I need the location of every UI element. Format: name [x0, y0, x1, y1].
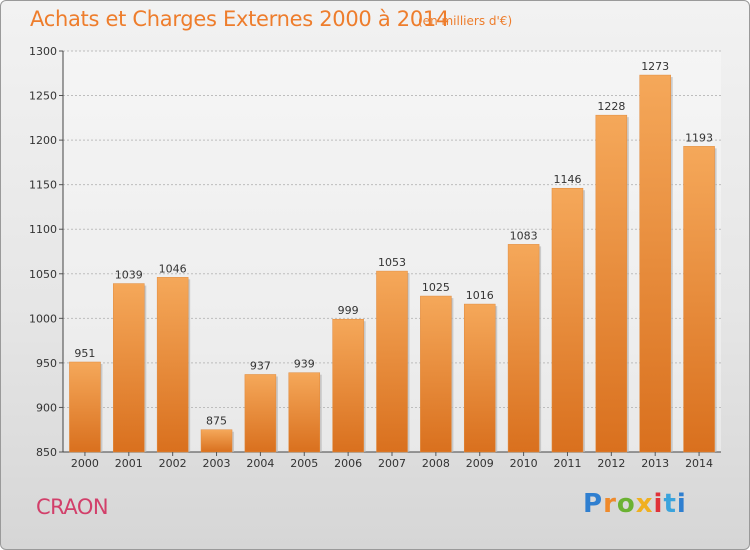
bar: [639, 74, 671, 453]
logo-letter: P: [583, 489, 604, 519]
bar-value-label: 1083: [510, 229, 538, 242]
y-tick-label: 900: [36, 401, 57, 414]
bar-value-label: 875: [206, 415, 227, 428]
logo-letter: x: [635, 489, 654, 519]
y-tick-label: 1100: [29, 223, 57, 236]
bar: [420, 295, 452, 453]
x-tick-label: 2005: [290, 457, 318, 470]
bar: [551, 187, 584, 453]
x-tick-label: 2012: [597, 457, 625, 470]
bar: [288, 372, 321, 453]
logo-letter: o: [616, 489, 636, 519]
bar: [244, 374, 277, 453]
y-tick-label: 950: [36, 357, 57, 370]
logo-letter: t: [663, 489, 677, 519]
y-tick-label: 850: [36, 446, 57, 459]
x-tick-label: 2001: [115, 457, 143, 470]
bar-value-label: 1046: [159, 262, 187, 275]
chart-subtitle: (en milliers d'€): [418, 14, 513, 28]
bar-value-label: 1053: [378, 256, 406, 269]
bar-value-label: 1273: [641, 60, 669, 73]
place-name: CRAON: [36, 495, 109, 519]
bar: [69, 361, 101, 453]
x-tick-label: 2000: [71, 457, 99, 470]
y-tick-label: 1300: [29, 45, 57, 58]
bar: [683, 146, 715, 453]
x-tick-label: 2014: [685, 457, 713, 470]
chart-title: Achats et Charges Externes 2000 à 2014: [30, 7, 450, 31]
bar-value-label: 1039: [115, 269, 143, 282]
y-tick-label: 1000: [29, 312, 57, 325]
bar-value-label: 999: [338, 304, 359, 317]
bar: [507, 244, 540, 453]
proxiti-logo[interactable]: Proxiti: [583, 489, 687, 519]
y-tick-label: 1200: [29, 134, 57, 147]
bar: [463, 303, 496, 453]
bar-value-label: 1025: [422, 281, 450, 294]
bar-value-label: 1146: [553, 173, 581, 186]
bar: [200, 429, 233, 453]
x-tick-label: 2008: [422, 457, 450, 470]
y-tick-label: 1050: [29, 268, 57, 281]
x-tick-label: 2013: [641, 457, 669, 470]
logo-letter: i: [676, 489, 687, 519]
logo-letter: r: [603, 489, 617, 519]
bar: [156, 277, 189, 453]
bar-value-label: 1228: [597, 100, 625, 113]
bar-value-label: 1016: [466, 289, 494, 302]
x-tick-label: 2009: [466, 457, 494, 470]
bar-value-label: 937: [250, 359, 271, 372]
bar: [332, 318, 364, 453]
bar: [595, 114, 628, 453]
bar: [376, 270, 408, 453]
x-tick-label: 2002: [159, 457, 187, 470]
x-tick-label: 2006: [334, 457, 362, 470]
bar-value-label: 951: [74, 347, 95, 360]
bar: [113, 283, 145, 453]
x-tick-label: 2010: [510, 457, 538, 470]
bar-value-label: 1193: [685, 131, 713, 144]
x-tick-label: 2003: [203, 457, 231, 470]
y-tick-label: 1150: [29, 179, 57, 192]
bar-value-label: 939: [294, 358, 315, 371]
x-tick-label: 2004: [246, 457, 274, 470]
y-tick-label: 1250: [29, 90, 57, 103]
x-tick-label: 2011: [553, 457, 581, 470]
logo-letter: i: [653, 489, 664, 519]
x-tick-label: 2007: [378, 457, 406, 470]
